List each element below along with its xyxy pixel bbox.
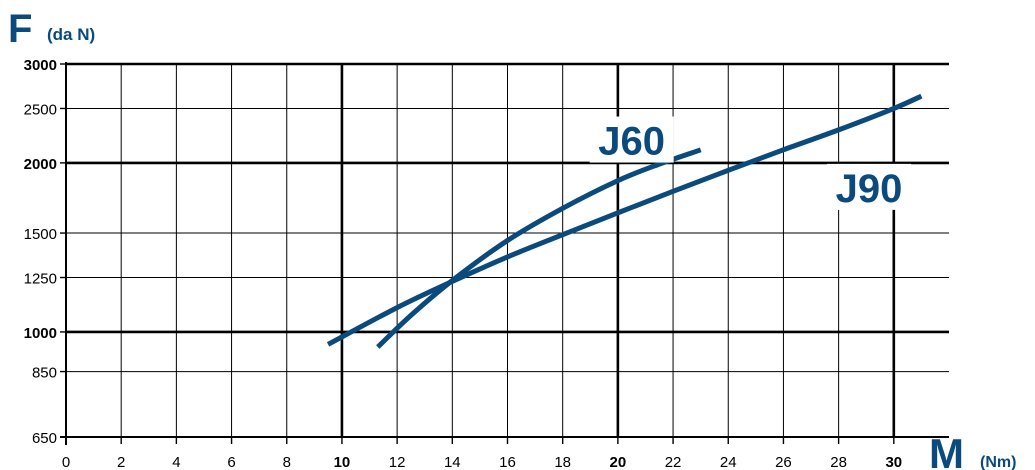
x-tick-label: 24 [720,454,737,470]
x-axis-symbol: M [929,430,964,470]
y-axis-symbol: F [8,7,32,51]
y-tick-label: 850 [32,365,57,382]
x-tick-label: 26 [775,454,792,470]
x-tick-label: 4 [172,454,180,470]
y-tick-label: 1000 [24,325,57,342]
x-tick-label: 22 [665,454,682,470]
series-line-j60 [376,147,702,349]
axes [60,62,949,445]
y-tick-labels: 650 850 1000 1250 1500 2000 2500 3000 [24,57,66,447]
series-label-j90: J90 [836,167,903,211]
x-tick-label: 6 [227,454,235,470]
y-tick-label: 1250 [24,271,57,288]
grid [66,62,949,437]
x-tick-label: 16 [499,454,516,470]
x-axis-unit: (Nm) [980,454,1016,470]
x-tick-label: 12 [389,454,406,470]
y-tick-label: 3000 [24,57,57,74]
series-labels: J60 J90 [589,116,911,211]
x-tick-label: 28 [830,454,847,470]
series-label-j60: J60 [598,120,665,164]
y-tick-label: 2500 [24,101,57,118]
x-tick-labels: 0 2 4 6 8 10 12 14 16 18 20 22 24 26 28 30 [62,437,902,470]
series-label-backdrop [589,116,674,163]
series-line-j90 [326,93,923,347]
series-group [326,93,923,349]
y-tick-label: 1500 [24,226,57,243]
y-tick-label: 2000 [24,156,57,173]
x-tick-label: 2 [117,454,125,470]
x-tick-label: 8 [283,454,291,470]
x-tick-label: 30 [885,454,902,470]
x-tick-label: 20 [610,454,627,470]
y-axis-unit: (da N) [47,25,95,44]
series-label-backdrop [826,163,911,210]
x-tick-label: 18 [554,454,571,470]
x-tick-label: 0 [62,454,70,470]
x-tick-label: 14 [444,454,461,470]
x-tick-label: 10 [334,454,351,470]
y-tick-label: 650 [32,430,57,447]
